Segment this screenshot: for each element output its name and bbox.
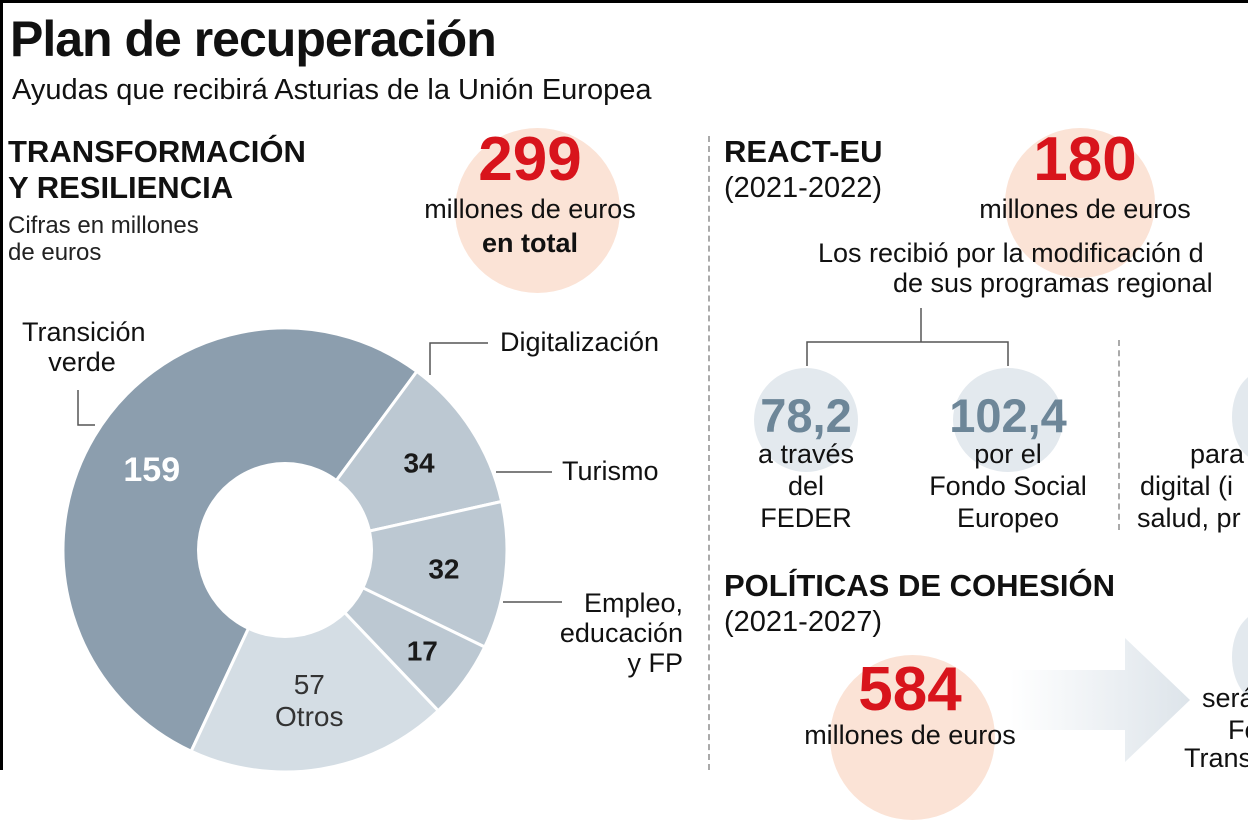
slice-value-1: 34 xyxy=(403,448,435,479)
react-connector xyxy=(806,308,1009,366)
frame xyxy=(0,0,1248,770)
section-heading-line1: TRANSFORMACIÓN xyxy=(8,134,306,169)
page-title: Plan de recuperación xyxy=(10,11,497,67)
cut-label-2: digital (i xyxy=(1140,471,1234,501)
cut-circle xyxy=(1232,372,1248,462)
label-empleo-2: educación xyxy=(559,618,683,648)
feder-label-2: del xyxy=(787,471,825,501)
units-line2: de euros xyxy=(8,239,102,266)
units-line1: Cifras en millones xyxy=(8,212,199,239)
slice-value-0: 159 xyxy=(123,451,180,489)
fse-label-1: por el xyxy=(974,439,1042,469)
react-heading: REACT-EU xyxy=(724,134,883,169)
fse-label-3: Europeo xyxy=(956,503,1060,533)
fse-value: 102,4 xyxy=(949,389,1067,442)
cohesion-period: (2021-2027) xyxy=(724,606,882,638)
cohesion-arrow xyxy=(1010,638,1190,762)
cohesion-total: 584 xyxy=(858,655,962,724)
label-digitalizacion: Digitalización xyxy=(500,327,660,357)
react-inner-divider xyxy=(1118,340,1120,530)
leader-digitalizacion xyxy=(429,342,488,375)
react-note-line2: de sus programas regional xyxy=(893,268,1213,298)
feder-circle xyxy=(754,368,858,472)
total-highlight-blob xyxy=(455,128,620,293)
section-heading-line2: Y RESILIENCIA xyxy=(8,170,234,205)
slice-value-otros: 57 xyxy=(294,669,325,700)
feder-label-3: FEDER xyxy=(760,503,852,533)
total-value: 299 xyxy=(478,125,582,194)
cohesion-total-label: millones de euros xyxy=(804,720,1016,750)
feder-label-1: a través xyxy=(757,439,855,469)
page-subtitle: Ayudas que recibirá Asturias de la Unión… xyxy=(12,74,652,106)
label-empleo-3: y FP xyxy=(627,648,683,678)
feder-value: 78,2 xyxy=(760,389,852,442)
react-total-label: millones de euros xyxy=(979,194,1191,224)
fse-label-2: Fondo Social xyxy=(929,471,1087,501)
react-total: 180 xyxy=(1033,125,1137,194)
cut-circle-2 xyxy=(1232,612,1248,702)
leader-transicion xyxy=(77,390,95,426)
cut-label-1: para xyxy=(1190,439,1245,469)
fse-circle xyxy=(953,368,1063,472)
react-total-blob xyxy=(1005,128,1155,278)
slice-label-otros: Otros xyxy=(275,701,343,732)
cohesion-cut-1: será xyxy=(1202,683,1248,713)
slice-value-3: 17 xyxy=(407,635,438,666)
total-label-line2: en total xyxy=(481,228,578,258)
label-transicion-1: Transición xyxy=(22,317,146,347)
section-divider xyxy=(708,136,710,770)
slice-otros xyxy=(189,547,441,774)
cohesion-cut-2: Fo xyxy=(1228,715,1248,745)
react-period: (2021-2022) xyxy=(724,172,882,204)
cut-label-3: salud, pr xyxy=(1137,503,1241,533)
total-label-line1: millones de euros xyxy=(424,194,636,224)
label-transicion-2: verde xyxy=(48,347,116,377)
donut-hole xyxy=(197,462,373,638)
cohesion-heading: POLÍTICAS DE COHESIÓN xyxy=(724,568,1115,603)
react-note-line1: Los recibió por la modificación d xyxy=(818,238,1204,268)
cohesion-cut-3: Trans xyxy=(1184,743,1248,773)
slice-value-2: 32 xyxy=(428,553,459,584)
label-turismo: Turismo xyxy=(562,456,659,486)
label-empleo-1: Empleo, xyxy=(583,588,683,618)
